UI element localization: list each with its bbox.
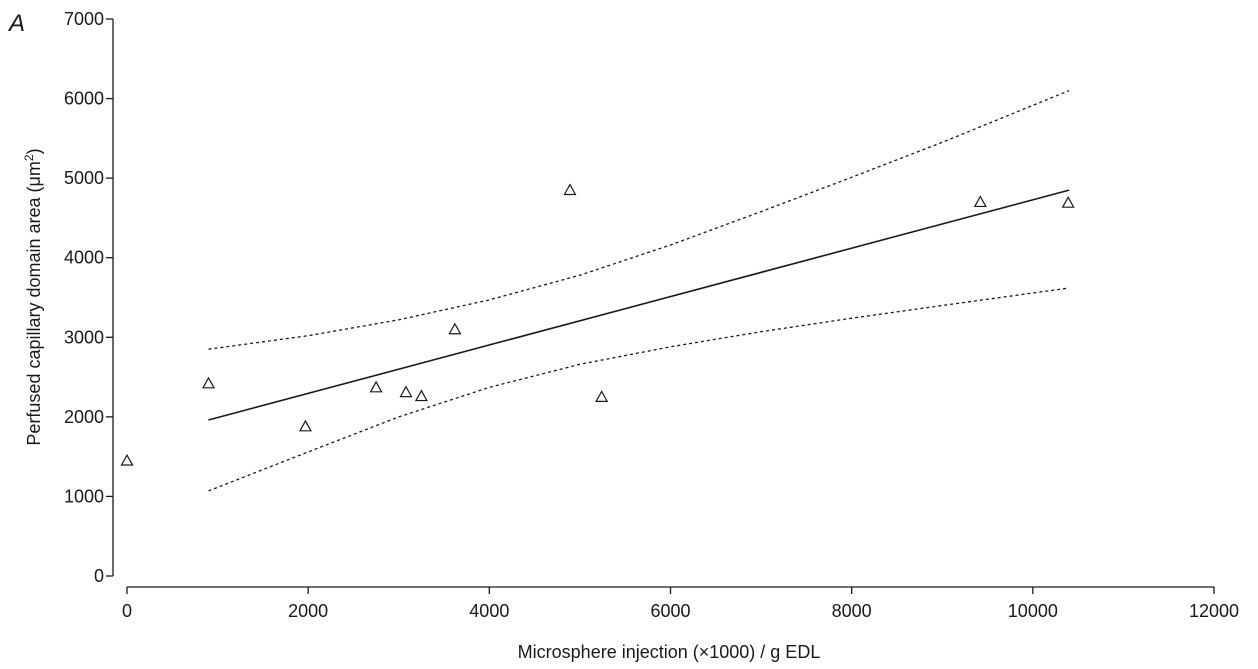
y-tick-label: 2000 <box>64 407 104 427</box>
y-axis-title-main: Perfused capillary domain area (μm <box>24 161 44 446</box>
x-axis: 0 2000 4000 6000 8000 10000 12000 <box>122 586 1239 621</box>
x-tick-label: 4000 <box>469 601 509 621</box>
data-point-triangle <box>973 195 987 208</box>
y-tick-label: 7000 <box>64 9 104 29</box>
y-axis-title-superscript: 2 <box>22 154 36 161</box>
data-point-triangle <box>369 380 383 393</box>
confidence-band-lower <box>208 287 1070 492</box>
y-tick-label: 4000 <box>64 248 104 268</box>
regression-line <box>208 189 1070 421</box>
data-point-triangle <box>399 385 413 398</box>
x-tick-label: 10000 <box>1008 601 1058 621</box>
x-tick-label: 2000 <box>288 601 328 621</box>
data-point-triangle <box>1061 196 1075 208</box>
y-axis-title-close: ) <box>24 148 44 154</box>
x-tick-label: 8000 <box>832 601 872 621</box>
y-axis-title: Perfused capillary domain area (μm2) <box>22 148 44 445</box>
y-tick-label: 1000 <box>64 486 104 506</box>
panel-label: A <box>7 10 25 37</box>
x-tick-label: 6000 <box>650 601 690 621</box>
x-tick-label: 0 <box>122 601 132 621</box>
data-point-triangle <box>120 453 134 466</box>
y-tick-label: 3000 <box>64 327 104 347</box>
y-axis: 0 1000 2000 3000 4000 5000 6000 7000 <box>64 9 114 586</box>
x-axis-title: Microsphere injection (×1000) / g EDL <box>518 642 821 662</box>
y-tick-label: 5000 <box>64 168 104 188</box>
data-point-triangle <box>202 376 216 389</box>
x-tick-label: 12000 <box>1189 601 1239 621</box>
confidence-band-upper <box>208 89 1070 350</box>
data-point-triangle <box>298 419 312 432</box>
y-tick-label: 6000 <box>64 89 104 109</box>
data-point-triangle <box>414 389 428 402</box>
data-point-triangle <box>595 390 609 402</box>
fit-lines <box>208 89 1070 492</box>
data-points <box>120 183 1075 466</box>
data-point-triangle <box>448 322 462 335</box>
data-point-triangle <box>563 183 577 196</box>
y-tick-label: 0 <box>94 566 104 586</box>
